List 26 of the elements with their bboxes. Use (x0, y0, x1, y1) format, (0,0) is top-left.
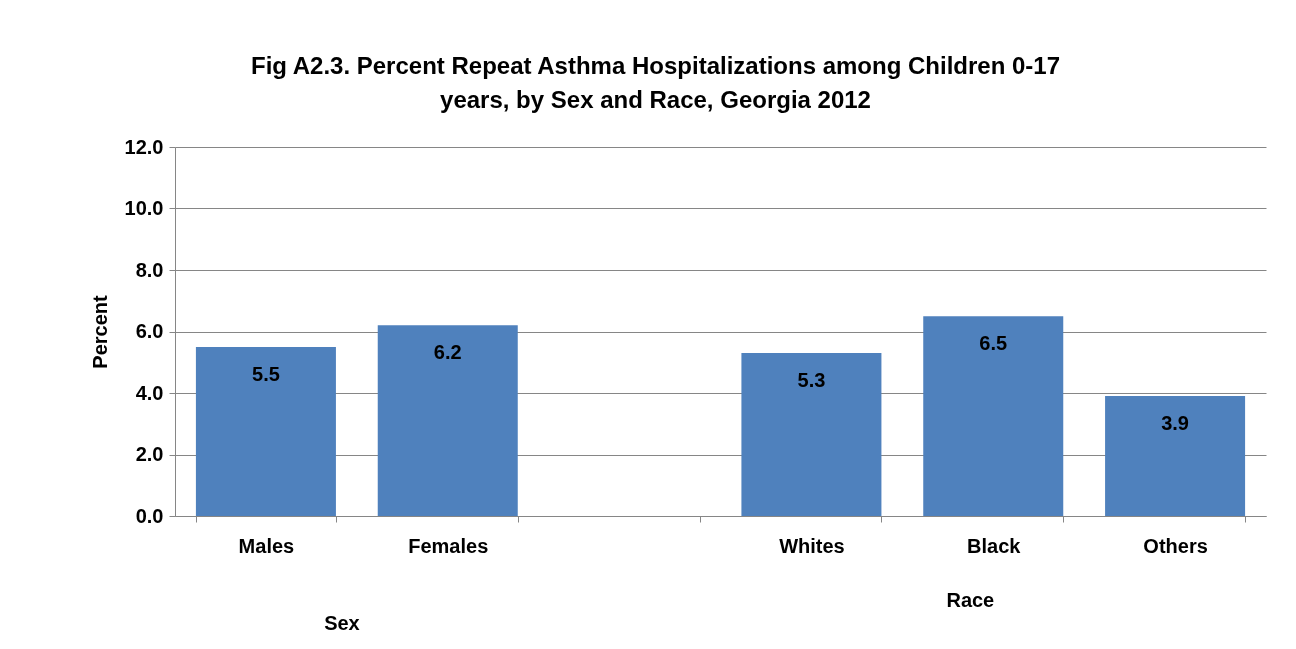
bar (741, 353, 882, 516)
x-tick-label: Females (408, 534, 489, 557)
bar (923, 316, 1064, 516)
y-tick-label: 2.0 (135, 443, 164, 465)
x-tick-label: Others (1143, 534, 1208, 557)
chart-title: Fig A2.3. Percent Repeat Asthma Hospitalizations among Children 0-17 years, by Sex and Race, Georgia 2012 (250, 52, 1061, 113)
text: Race (946, 589, 995, 611)
y-axis-title: Percent (88, 294, 111, 369)
data-label: 3.9 (1161, 412, 1189, 435)
y-tick-label: 0.0 (135, 504, 164, 527)
y-tick-label: 4.0 (135, 381, 164, 404)
bar (1105, 396, 1246, 516)
data-label: 5.5 (252, 362, 280, 385)
x-tick-label: Whites (779, 534, 845, 557)
y-tick-label: 10.0 (124, 197, 164, 219)
y-tick-label: 8.0 (135, 258, 164, 281)
bar (377, 325, 518, 516)
x-tick-label: Black (967, 534, 1022, 557)
y-tick-label: 12.0 (124, 135, 164, 158)
bar (195, 346, 336, 516)
data-label: 6.2 (433, 341, 462, 364)
y-tick-label: 6.0 (135, 320, 164, 342)
x-tick-label: Males (238, 534, 295, 557)
text: Sex (324, 612, 360, 634)
data-label: 6.5 (979, 332, 1008, 355)
data-label: 5.3 (797, 369, 826, 392)
